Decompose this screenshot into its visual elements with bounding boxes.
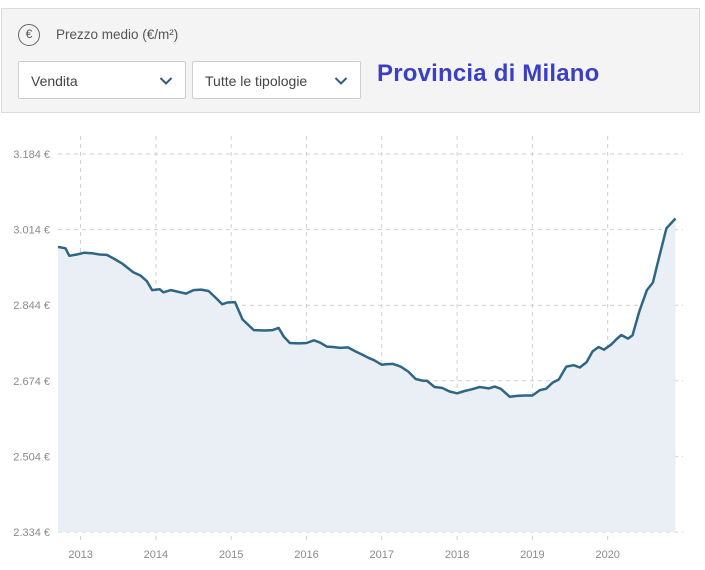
x-tick-label: 2017 — [370, 549, 394, 561]
y-tick-label: 2.844 € — [13, 300, 50, 312]
price-line — [57, 217, 677, 399]
chevron-down-icon — [334, 77, 348, 85]
x-tick-label: 2013 — [68, 549, 92, 561]
contract-type-select[interactable]: Vendita — [18, 61, 186, 99]
x-tick-label: 2016 — [294, 549, 318, 561]
x-axis: 2013 2014 2015 2016 2017 2018 2019 2020 — [68, 549, 620, 561]
metric-label: Prezzo medio (€/m²) — [56, 27, 179, 42]
filter-panel: € Prezzo medio (€/m²) Vendita Tutte le t… — [1, 8, 700, 113]
y-tick-label: 2.334 € — [13, 527, 50, 539]
y-tick-label: 3.184 € — [13, 149, 50, 161]
property-type-value: Tutte le tipologie — [205, 73, 308, 89]
x-tick-label: 2020 — [595, 549, 619, 561]
x-tick-label: 2019 — [520, 549, 544, 561]
y-tick-label: 2.504 € — [13, 451, 50, 463]
y-tick-label: 3.014 € — [13, 225, 50, 237]
x-tick-label: 2014 — [144, 549, 168, 561]
price-area — [58, 218, 676, 532]
property-type-select[interactable]: Tutte le tipologie — [192, 61, 361, 99]
chevron-down-icon — [159, 77, 173, 85]
y-axis: 2.334 € 2.504 € 2.674 € 2.844 € 3.014 € 3.184… — [13, 149, 50, 539]
x-tick-label: 2018 — [445, 549, 469, 561]
x-tick-label: 2015 — [219, 549, 243, 561]
region-title: Provincia di Milano — [377, 60, 600, 87]
contract-type-value: Vendita — [31, 73, 78, 89]
y-tick-label: 2.674 € — [13, 376, 50, 388]
euro-icon: € — [18, 24, 40, 46]
price-chart: 2.334 € 2.504 € 2.674 € 2.844 € 3.014 € 3.184… — [13, 136, 683, 561]
